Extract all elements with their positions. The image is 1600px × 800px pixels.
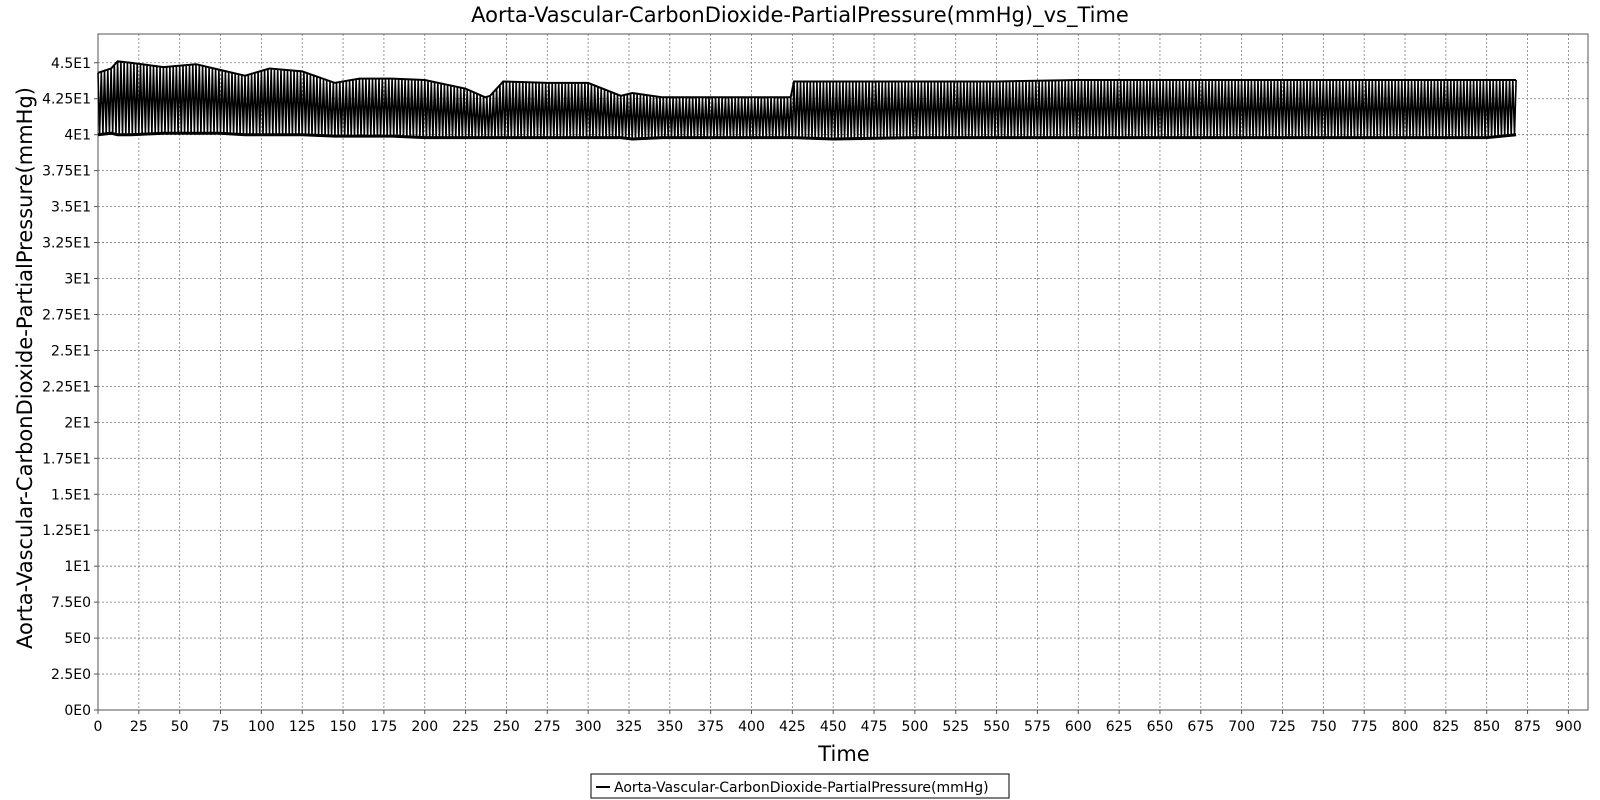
x-tick-label: 875	[1514, 719, 1541, 735]
x-tick-label: 500	[902, 719, 929, 735]
y-tick-label: 7.5E0	[51, 595, 91, 611]
x-tick-label: 275	[534, 719, 561, 735]
x-tick-label: 75	[212, 719, 230, 735]
x-tick-label: 250	[493, 719, 520, 735]
y-tick-label: 2.5E1	[51, 343, 91, 359]
y-tick-label: 1E1	[64, 559, 91, 575]
x-tick-label: 225	[452, 719, 479, 735]
x-tick-label: 450	[820, 719, 847, 735]
x-tick-label: 750	[1310, 719, 1337, 735]
legend: Aorta-Vascular-CarbonDioxide-PartialPres…	[590, 773, 1010, 799]
x-tick-label: 850	[1473, 719, 1500, 735]
chart-title: Aorta-Vascular-CarbonDioxide-PartialPres…	[471, 3, 1129, 28]
x-tick-label: 525	[942, 719, 969, 735]
x-axis-ticks: 0 25 50 75 100 125 150 175 200 225 250 275 300 325 350…	[94, 710, 1582, 735]
y-axis-title: Aorta-Vascular-CarbonDioxide-PartialPres…	[13, 87, 37, 649]
x-tick-label: 675	[1187, 719, 1214, 735]
x-axis-title: Time	[817, 742, 869, 766]
x-tick-label: 700	[1228, 719, 1255, 735]
x-tick-label: 50	[171, 719, 189, 735]
y-tick-label: 2.5E0	[51, 667, 91, 683]
y-tick-label: 1.5E1	[51, 487, 91, 503]
y-tick-label: 4.25E1	[42, 92, 91, 108]
y-tick-label: 4E1	[64, 128, 91, 144]
x-tick-label: 475	[861, 719, 888, 735]
x-tick-label: 200	[411, 719, 438, 735]
y-tick-label: 2.25E1	[42, 379, 91, 395]
x-tick-label: 725	[1269, 719, 1296, 735]
x-tick-label: 175	[371, 719, 398, 735]
x-tick-label: 350	[656, 719, 683, 735]
x-tick-label: 425	[779, 719, 806, 735]
y-tick-label: 3.25E1	[42, 236, 91, 252]
plot-area-frame	[97, 33, 1589, 711]
x-tick-label: 900	[1555, 719, 1582, 735]
y-tick-label: 0E0	[64, 703, 91, 719]
x-tick-label: 650	[1147, 719, 1174, 735]
x-tick-label: 825	[1432, 719, 1459, 735]
y-tick-label: 2.75E1	[42, 307, 91, 323]
y-tick-label: 5E0	[64, 631, 91, 647]
x-tick-label: 800	[1392, 719, 1419, 735]
y-tick-label: 1.75E1	[42, 451, 91, 467]
x-tick-label: 150	[330, 719, 357, 735]
y-tick-label: 2E1	[64, 415, 91, 431]
legend-label: Aorta-Vascular-CarbonDioxide-PartialPres…	[614, 780, 989, 796]
series-line	[97, 60, 1517, 140]
x-tick-label: 600	[1065, 719, 1092, 735]
x-tick-label: 775	[1351, 719, 1378, 735]
x-tick-label: 100	[248, 719, 275, 735]
x-tick-label: 400	[738, 719, 765, 735]
y-tick-label: 3.5E1	[51, 200, 91, 216]
y-axis-ticks: 0E0 2.5E0 5E0 7.5E0 1E1 1.25E1 1.5E1 1.75E1 2E1 2…	[42, 56, 98, 719]
x-tick-label: 300	[575, 719, 602, 735]
x-tick-label: 625	[1106, 719, 1133, 735]
x-tick-label: 25	[130, 719, 148, 735]
x-tick-label: 550	[983, 719, 1010, 735]
series-layer	[97, 60, 1517, 141]
x-tick-label: 325	[616, 719, 643, 735]
series-lower-envelope	[97, 131, 1517, 141]
x-tick-label: 0	[94, 719, 103, 735]
y-tick-label: 3.75E1	[42, 164, 91, 180]
y-tick-label: 4.5E1	[51, 56, 91, 72]
legend-box	[590, 773, 1010, 799]
x-tick-label: 575	[1024, 719, 1051, 735]
x-tick-label: 375	[697, 719, 724, 735]
y-tick-label: 1.25E1	[42, 523, 91, 539]
x-tick-label: 125	[289, 719, 316, 735]
y-tick-label: 3E1	[64, 272, 91, 288]
series-upper-envelope	[97, 60, 1517, 99]
